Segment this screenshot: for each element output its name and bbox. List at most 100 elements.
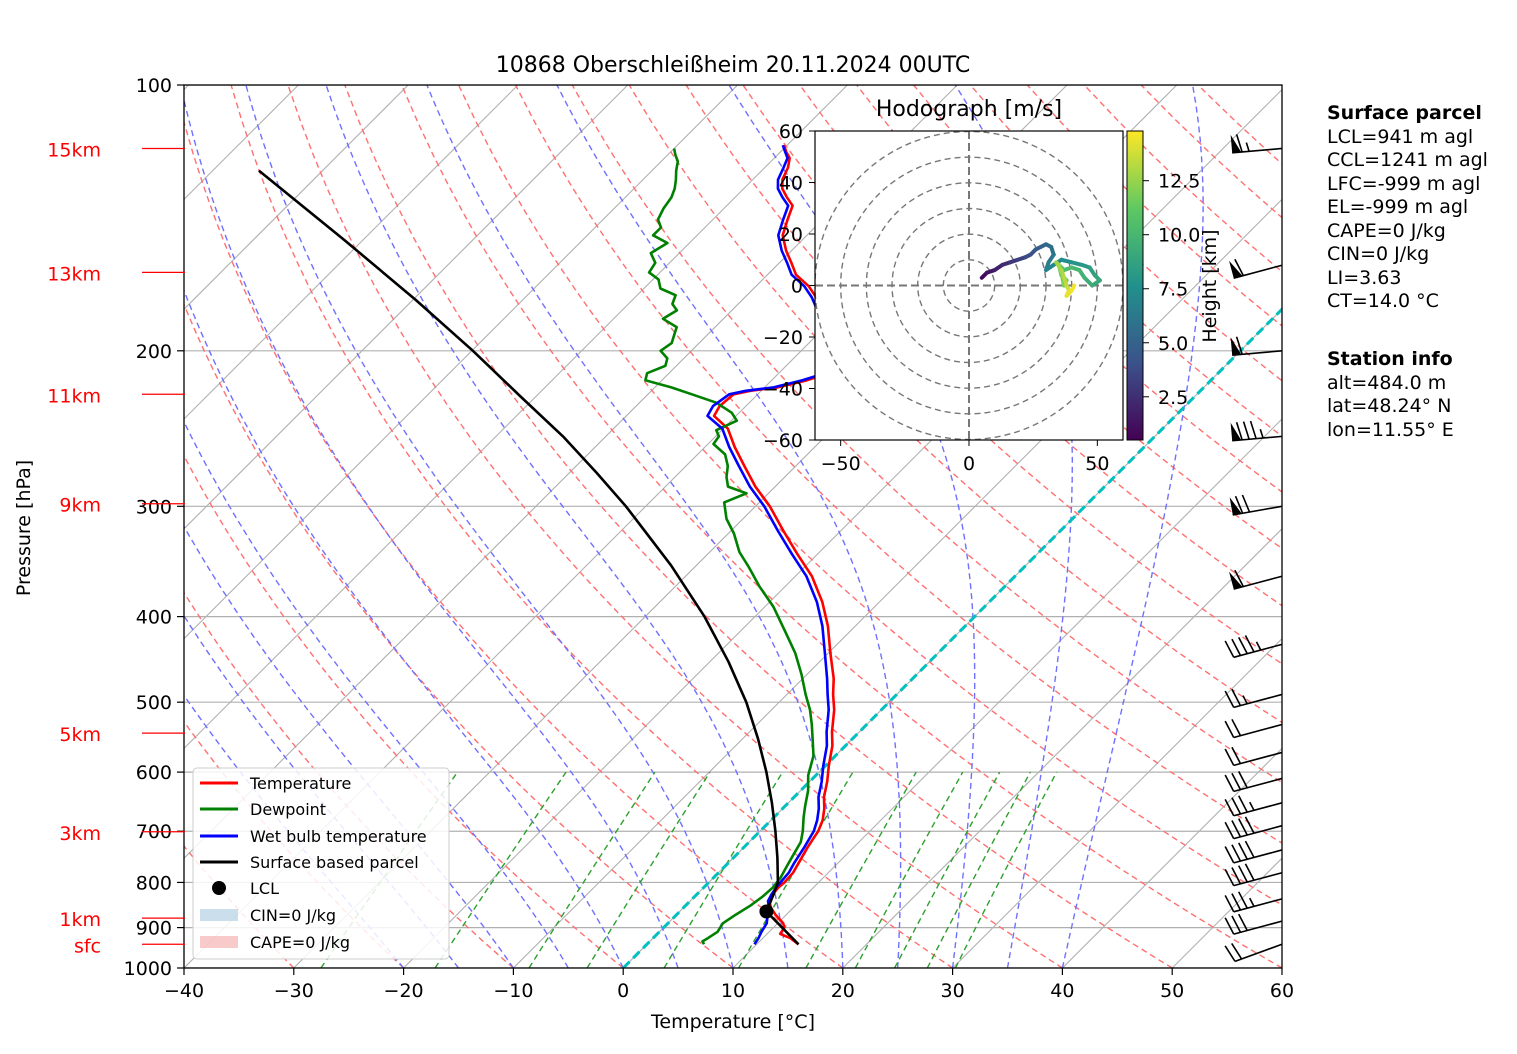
hodograph-segment (1069, 283, 1077, 293)
moist-adiabat (184, 525, 514, 968)
isotherm (184, 85, 848, 750)
wind-barb-flag (1242, 421, 1250, 440)
dry-adiabat (457, 85, 1282, 906)
axes-ticks: −40 −30 −20 −10 0 10 20 30 40 50 60100200300400500… (124, 75, 1294, 1002)
mixing-ratio-line (926, 771, 1031, 968)
wind-barb-flag (1234, 569, 1245, 587)
y-tick-label: 200 (136, 341, 172, 363)
dry-adiabat (184, 454, 624, 968)
wind-barb-staff (1233, 777, 1283, 793)
wind-barb-half-flag (1249, 897, 1255, 907)
wind-barb-half-flag (1259, 429, 1264, 439)
wind-barb (1224, 688, 1283, 709)
surface-parcel-lfc: LFC=-999 m agl (1327, 172, 1481, 195)
wind-barb-staff (1234, 943, 1283, 963)
wind-barb-flag (1231, 943, 1243, 960)
wind-barb-staff (1233, 264, 1283, 279)
dry-adiabat (856, 85, 1282, 493)
dry-adiabat (184, 302, 734, 968)
x-tick-label: −20 (384, 980, 424, 1002)
isotherm (184, 85, 409, 310)
wind-barb-staff (1233, 693, 1283, 709)
wind-barb-flag (1224, 895, 1235, 913)
wind-barb-flag (1237, 636, 1248, 655)
wind-barb-flag (1244, 840, 1255, 858)
wind-barb-staff (1233, 802, 1283, 817)
mixing-ratio-line (854, 771, 964, 968)
wind-barb (1230, 134, 1283, 154)
x-tick-label: −30 (274, 980, 314, 1002)
wind-barb-flag (1224, 846, 1235, 864)
hodograph-background (815, 131, 1123, 440)
isotherm (842, 528, 1282, 968)
dry-adiabat (230, 85, 953, 968)
x-tick-label: 0 (617, 980, 629, 1002)
wind-barb (1230, 336, 1283, 356)
hodograph-x-tick-label: 50 (1085, 453, 1109, 475)
moist-adiabat (245, 85, 734, 968)
isotherm (184, 85, 738, 640)
legend-box (192, 767, 450, 960)
height-label: 13km (47, 263, 101, 285)
moist-adiabat (184, 288, 624, 968)
wind-barb (1224, 863, 1283, 887)
hodograph-y-tick-label: −40 (763, 379, 803, 401)
wind-barb-flag (1235, 422, 1243, 441)
legend-label-parcel: Surface based parcel (250, 853, 419, 872)
dry-adiabat (514, 85, 1282, 844)
y-axis-label: Pressure [hPa] (13, 460, 35, 596)
wind-barb-flag (1237, 842, 1248, 860)
colorbar (1126, 130, 1144, 441)
surface-parcel-el: EL=-999 m agl (1327, 196, 1469, 218)
wind-barb-flag (1231, 797, 1242, 815)
wind-barb (1224, 943, 1283, 963)
station-info-lon: lon=11.55° E (1327, 418, 1454, 441)
colorbar-tick-label: 2.5 (1158, 387, 1188, 409)
wind-barb-staff (1233, 898, 1283, 913)
wind-barb-flag (1231, 915, 1242, 933)
surface-parcel-panel: Surface parcel LCL=941 m agl CCL=1241 m … (1327, 102, 1488, 314)
wind-barb-flag (1237, 771, 1248, 789)
wind-barb-flag (1235, 134, 1243, 153)
height-label: 11km (47, 385, 101, 407)
height-label: 1km (59, 909, 101, 931)
wind-barb-flag (1234, 258, 1245, 276)
wind-barb-flag (1241, 494, 1251, 513)
wind-barb (1224, 746, 1283, 767)
surface-parcel-cape: CAPE=0 J/kg (1327, 219, 1446, 242)
hodograph-y-tick-label: 40 (779, 173, 803, 195)
y-tick-label: 500 (136, 692, 172, 714)
wind-barb-flag (1231, 893, 1242, 911)
series-wet-bulb-temperature-line (706, 144, 835, 946)
wind-barb-staff (1233, 920, 1283, 935)
wind-barb-flag (1237, 913, 1248, 931)
dry-adiabat (344, 85, 1173, 968)
wind-barb-flag (1231, 867, 1242, 885)
wind-barb-flag (1224, 748, 1235, 766)
wind-barb (1224, 635, 1283, 659)
wind-barb-flag (1224, 774, 1235, 792)
wind-barb-half-flag (1249, 801, 1255, 811)
hodograph-y-tick-label: 0 (791, 276, 803, 298)
isotherm (184, 85, 629, 530)
wind-barb-flag (1237, 818, 1248, 836)
legend-label-cape: CAPE=0 J/kg (250, 933, 350, 952)
wind-barb-pennant (1230, 422, 1242, 441)
x-tick-label: 30 (941, 980, 965, 1002)
wind-barb-flag (1224, 821, 1235, 840)
legend-swatch-cape (200, 936, 238, 948)
wind-barb (1224, 771, 1283, 793)
x-tick-label: −10 (493, 980, 533, 1002)
wind-barb-flag (1224, 945, 1236, 962)
wind-barb-staff (1233, 751, 1283, 767)
legend-swatch-cin (200, 909, 238, 921)
height-label: 3km (59, 823, 101, 845)
dry-adiabat (184, 119, 844, 968)
wind-barb (1224, 795, 1283, 817)
wind-barb-flag (1249, 420, 1257, 439)
surface-parcel-cin: CIN=0 J/kg (1327, 243, 1430, 265)
wind-barb-flag (1231, 746, 1242, 764)
legend-label-dewpoint: Dewpoint (250, 800, 326, 819)
wind-barb-staff (1232, 435, 1283, 442)
surface-parcel-heading: Surface parcel (1327, 102, 1482, 124)
